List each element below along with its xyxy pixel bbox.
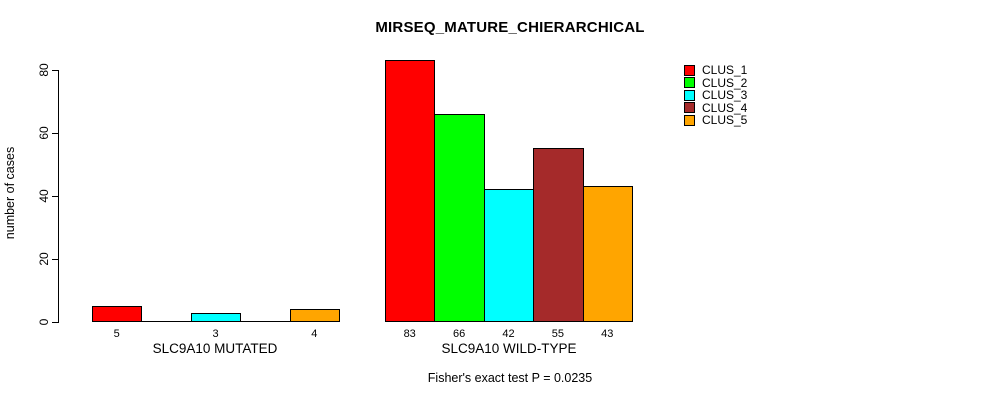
- bar-value-label-clus_1-mutated: 5: [113, 328, 120, 340]
- bar-value-label-clus_3-mutated: 3: [212, 328, 219, 340]
- annotation-text: Fisher's exact test P = 0.0235: [427, 371, 593, 385]
- bar-value-label-clus_1-wildtype: 83: [403, 328, 416, 340]
- y-tick-label-20: 20: [37, 252, 51, 266]
- bar-clus_3-mutated: [190, 313, 242, 322]
- legend-label: CLUS_4: [702, 100, 748, 115]
- bar-clus_5-mutated: [289, 309, 340, 322]
- bar-value-label-clus_2-wildtype: 66: [452, 328, 466, 340]
- group-label-wildtype: SLC9A10 WILD-TYPE: [441, 341, 577, 356]
- bar-clus_1-mutated: [92, 306, 143, 322]
- bar-value-label-clus_4-wildtype: 55: [551, 328, 565, 340]
- legend-swatch-clus-3-icon: [684, 89, 695, 101]
- legend-swatch-clus-4-icon: [684, 102, 695, 114]
- bar-clus_3-wildtype: [483, 189, 535, 322]
- y-tick-0: [52, 322, 59, 323]
- legend-swatch-clus-5-icon: [684, 114, 695, 126]
- y-tick-80: [52, 70, 59, 71]
- y-tick-label-80: 80: [37, 63, 51, 77]
- legend-swatch-clus-2-icon: [684, 77, 695, 89]
- bar-clus_1-wildtype: [385, 60, 436, 322]
- bar-clus_4-wildtype: [533, 148, 584, 322]
- legend-item-clus-2: CLUS_2: [684, 77, 747, 90]
- bar-clus_2-wildtype: [434, 114, 485, 322]
- y-tick-20: [52, 259, 59, 260]
- legend-label: CLUS_3: [702, 88, 748, 103]
- y-tick-60: [52, 133, 59, 134]
- legend-item-clus-4: CLUS_4: [684, 102, 747, 115]
- bar-value-label-clus_5-wildtype: 43: [601, 328, 614, 340]
- y-tick-40: [52, 196, 59, 197]
- zero-bar-clus_2-mutated: [141, 321, 192, 322]
- legend-item-clus-1: CLUS_1: [684, 64, 747, 77]
- bar-clus_5-wildtype: [582, 186, 633, 322]
- chart-title: MIRSEQ_MATURE_CHIERARCHICAL: [375, 19, 645, 36]
- y-tick-label-60: 60: [37, 126, 51, 140]
- legend-label: CLUS_1: [702, 63, 748, 78]
- group-label-mutated: SLC9A10 MUTATED: [152, 341, 278, 356]
- legend-swatch-clus-1-icon: [684, 64, 695, 76]
- legend: CLUS_1 CLUS_2 CLUS_3 CLUS_4 CLUS_5: [684, 64, 747, 127]
- legend-item-clus-3: CLUS_3: [684, 89, 747, 102]
- y-tick-label-0: 0: [37, 318, 51, 326]
- bar-value-label-clus_3-wildtype: 42: [502, 328, 515, 340]
- legend-label: CLUS_5: [702, 113, 748, 128]
- zero-bar-clus_4-mutated: [240, 321, 291, 322]
- y-tick-label-40: 40: [37, 189, 51, 203]
- bar-value-label-clus_5-mutated: 4: [311, 328, 318, 340]
- legend-label: CLUS_2: [702, 75, 748, 90]
- legend-item-clus-5: CLUS_5: [684, 114, 747, 127]
- y-axis-label: number of cases: [3, 146, 17, 240]
